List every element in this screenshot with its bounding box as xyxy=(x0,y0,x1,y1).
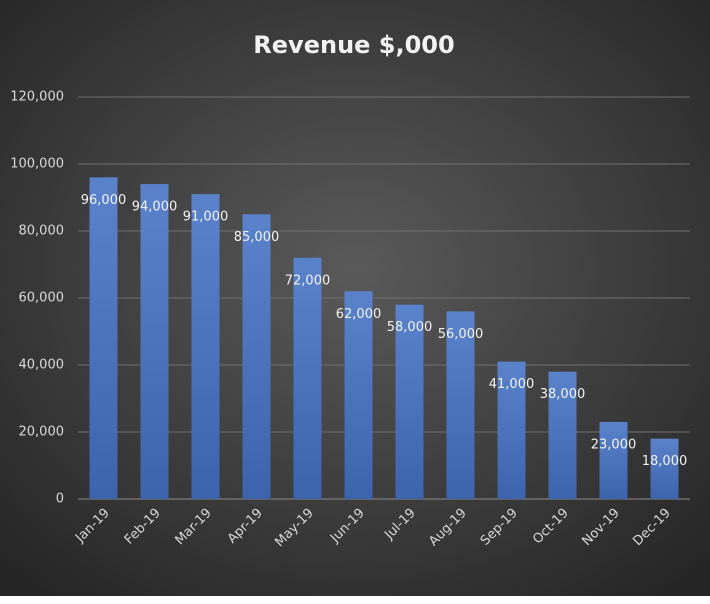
data-label: 38,000 xyxy=(540,387,586,402)
y-tick-label: 40,000 xyxy=(19,358,65,373)
data-label: 72,000 xyxy=(285,273,331,288)
data-label: 96,000 xyxy=(81,193,127,208)
data-label: 41,000 xyxy=(489,377,535,392)
y-tick-label: 80,000 xyxy=(19,224,65,239)
bar xyxy=(293,257,322,499)
data-label: 85,000 xyxy=(234,230,280,245)
bar xyxy=(140,184,169,499)
y-tick-label: 20,000 xyxy=(19,425,65,440)
data-label: 56,000 xyxy=(438,327,484,342)
bar xyxy=(89,177,118,499)
bar xyxy=(344,291,373,499)
data-label: 91,000 xyxy=(183,210,229,225)
data-label: 58,000 xyxy=(387,320,433,335)
data-label: 62,000 xyxy=(336,307,382,322)
bar xyxy=(599,421,628,499)
y-tick-label: 120,000 xyxy=(10,90,64,105)
y-tick-label: 60,000 xyxy=(19,291,65,306)
bar xyxy=(191,194,220,499)
chart-title: Revenue $,000 xyxy=(253,31,454,59)
bar xyxy=(242,214,271,499)
y-tick-label: 0 xyxy=(56,492,64,507)
data-label: 94,000 xyxy=(132,200,178,215)
y-tick-label: 100,000 xyxy=(10,157,64,172)
data-label: 23,000 xyxy=(591,437,637,452)
data-label: 18,000 xyxy=(642,454,688,469)
